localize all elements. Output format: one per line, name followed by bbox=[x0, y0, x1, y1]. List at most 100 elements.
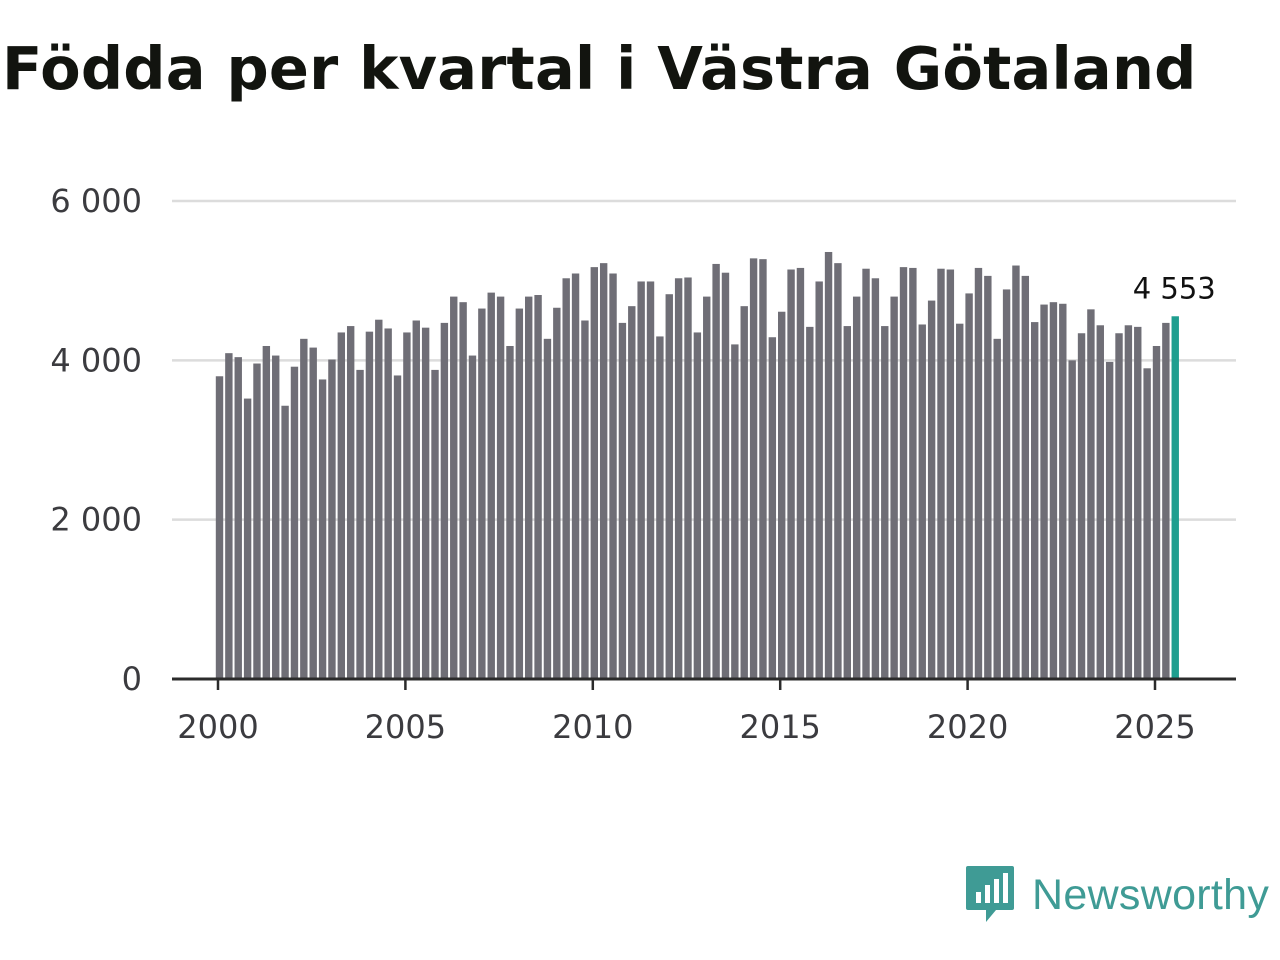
chart-title: Födda per kvartal i Västra Götaland bbox=[2, 34, 1197, 103]
x-tick-label: 2010 bbox=[552, 708, 633, 746]
bar bbox=[815, 281, 823, 679]
y-tick-label: 4 000 bbox=[50, 341, 142, 379]
bar bbox=[1124, 325, 1133, 679]
bar bbox=[1152, 345, 1161, 679]
bar bbox=[403, 332, 411, 679]
bar bbox=[1012, 265, 1020, 679]
bar bbox=[1087, 309, 1095, 679]
bar bbox=[609, 273, 617, 679]
bar bbox=[459, 302, 467, 679]
bar bbox=[225, 353, 233, 679]
bar bbox=[768, 337, 777, 679]
bar bbox=[300, 338, 308, 679]
x-tick-label: 2015 bbox=[739, 708, 820, 746]
bar bbox=[562, 278, 570, 679]
bar bbox=[674, 278, 683, 679]
bar bbox=[1059, 303, 1067, 679]
newsworthy-logo-icon bbox=[966, 866, 1014, 922]
bar bbox=[318, 379, 327, 679]
bar bbox=[487, 292, 495, 679]
bar bbox=[881, 326, 889, 679]
bar bbox=[665, 294, 673, 679]
bar bbox=[337, 332, 346, 679]
bar bbox=[843, 326, 851, 679]
bar bbox=[356, 369, 364, 679]
x-tick-label: 2020 bbox=[927, 708, 1008, 746]
bar bbox=[1077, 333, 1086, 679]
bar bbox=[290, 366, 299, 679]
bar bbox=[440, 322, 449, 679]
bar bbox=[965, 293, 973, 679]
bar bbox=[852, 296, 861, 679]
bar bbox=[1030, 322, 1039, 679]
bar bbox=[534, 295, 542, 679]
bar bbox=[272, 355, 280, 679]
y-tick-label: 6 000 bbox=[50, 182, 142, 220]
bar bbox=[253, 363, 261, 679]
bar bbox=[1143, 368, 1151, 679]
newsworthy-logo: Newsworthy bbox=[964, 864, 1269, 926]
bars bbox=[215, 251, 1179, 679]
bar bbox=[778, 311, 786, 679]
bar bbox=[993, 338, 1001, 679]
bar bbox=[1068, 360, 1076, 679]
x-axis-ticks: 2000 2005 2010 2015 2020 2025 bbox=[177, 679, 1196, 746]
bar bbox=[525, 296, 533, 679]
bar bbox=[450, 296, 458, 679]
bar bbox=[1040, 304, 1048, 679]
bar bbox=[862, 268, 870, 679]
bar bbox=[927, 300, 936, 679]
bar bbox=[1115, 333, 1123, 679]
x-tick-label: 2005 bbox=[365, 708, 446, 746]
bar bbox=[834, 263, 842, 679]
bar bbox=[1162, 322, 1170, 679]
bar bbox=[787, 269, 795, 679]
bar bbox=[946, 269, 955, 679]
bar bbox=[309, 347, 317, 679]
bar bbox=[918, 324, 926, 679]
bar bbox=[1049, 302, 1058, 679]
bar bbox=[956, 323, 964, 679]
bar bbox=[1134, 326, 1142, 679]
bar bbox=[937, 268, 945, 679]
bar bbox=[599, 263, 608, 679]
bar bbox=[712, 263, 720, 679]
bar bbox=[431, 369, 439, 679]
bar bbox=[515, 308, 524, 679]
bar bbox=[468, 355, 477, 679]
bar bbox=[731, 344, 739, 679]
bar bbox=[234, 357, 242, 679]
bar-highlight bbox=[1171, 316, 1179, 679]
bar bbox=[703, 296, 711, 679]
bar bbox=[421, 327, 430, 679]
bar bbox=[590, 267, 598, 679]
bar bbox=[243, 398, 252, 679]
bar bbox=[1002, 289, 1011, 679]
last-value-label: 4 553 bbox=[1133, 271, 1216, 305]
bar bbox=[571, 273, 580, 679]
bar bbox=[684, 277, 692, 679]
x-tick-label: 2000 bbox=[177, 708, 258, 746]
bar bbox=[365, 331, 374, 679]
bar bbox=[1096, 325, 1104, 679]
bar bbox=[796, 267, 805, 679]
bar bbox=[721, 272, 730, 679]
bar bbox=[628, 306, 636, 679]
bar bbox=[646, 281, 655, 679]
brand-name: Newsworthy bbox=[1032, 870, 1270, 919]
bar bbox=[346, 326, 355, 679]
bar bbox=[806, 326, 814, 679]
bar bbox=[215, 376, 224, 679]
bar bbox=[740, 306, 748, 679]
bar bbox=[478, 308, 486, 679]
bar bbox=[496, 296, 505, 679]
bar bbox=[553, 307, 561, 679]
bar bbox=[1021, 275, 1030, 679]
bar bbox=[824, 251, 833, 679]
bar bbox=[281, 405, 289, 679]
y-tick-label: 2 000 bbox=[50, 501, 142, 539]
bar bbox=[871, 278, 880, 679]
y-axis-ticks: 0 2 000 4 000 6 000 bbox=[50, 182, 142, 698]
bar bbox=[328, 359, 336, 679]
